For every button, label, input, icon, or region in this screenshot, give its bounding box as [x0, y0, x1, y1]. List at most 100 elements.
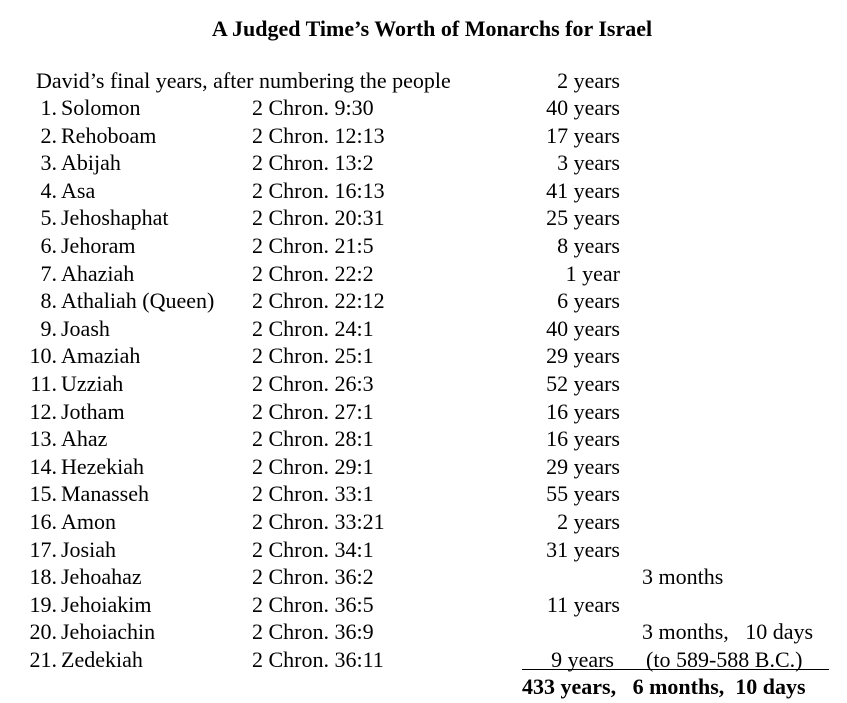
reign-extra: 3 months	[642, 564, 724, 590]
monarch-number: 12.	[29, 398, 58, 424]
monarch-number: 21.	[29, 646, 58, 672]
scripture-reference: 2 Chron. 36:11	[252, 646, 384, 672]
monarch-name: Athaliah (Queen)	[61, 288, 215, 314]
monarch-row: 6. Jehoram 2 Chron. 21:5 8 years	[0, 232, 847, 260]
monarch-number: 2.	[40, 122, 58, 148]
monarch-number: 7.	[40, 260, 58, 286]
monarch-number: 8.	[40, 288, 58, 314]
scripture-reference: 2 Chron. 22:2	[252, 260, 374, 286]
monarch-row: 20. Jehoiachin 2 Chron. 36:9 3 months, 10 d…	[0, 618, 847, 646]
scripture-reference: 2 Chron. 36:2	[252, 564, 374, 590]
intro-row: David’s final years, after numbering the…	[0, 67, 847, 94]
monarch-number: 5.	[40, 205, 58, 231]
scripture-reference: 2 Chron. 13:2	[252, 150, 374, 176]
monarch-name: Jehoshaphat	[61, 205, 169, 231]
monarch-number: 11.	[30, 370, 57, 396]
reign-years: 25 years	[546, 205, 620, 231]
total-rule	[522, 669, 829, 670]
monarch-name: Joash	[61, 315, 110, 341]
monarch-name: Jehoiakim	[61, 591, 152, 617]
monarch-row: 16. Amon 2 Chron. 33:21 2 years	[0, 508, 847, 536]
monarch-row: 4. Asa 2 Chron. 16:13 41 years	[0, 177, 847, 205]
reign-years: 40 years	[546, 315, 620, 341]
intro-text: David’s final years, after numbering the…	[36, 68, 451, 93]
reign-years: 29 years	[546, 343, 620, 369]
monarch-row: 11. Uzziah 2 Chron. 26:3 52 years	[0, 370, 847, 398]
scripture-reference: 2 Chron. 36:5	[252, 591, 374, 617]
monarch-number: 1.	[40, 95, 58, 120]
monarch-row: 18. Jehoahaz 2 Chron. 36:2 3 months	[0, 563, 847, 591]
monarch-name: Amon	[61, 508, 116, 534]
monarch-name: Jehoram	[61, 232, 136, 258]
scripture-reference: 2 Chron. 36:9	[252, 619, 374, 645]
monarch-name: Hezekiah	[61, 453, 145, 479]
monarch-row: 14. Hezekiah 2 Chron. 29:1 29 years	[0, 453, 847, 481]
monarch-name: Ahaziah	[61, 260, 135, 286]
monarch-name: Asa	[61, 177, 96, 203]
scripture-reference: 2 Chron. 28:1	[252, 426, 374, 452]
reign-years: 1 year	[565, 260, 620, 286]
reign-years: 52 years	[546, 370, 620, 396]
monarch-number: 10.	[29, 343, 58, 369]
reign-extra: (to 589-588 B.C.)	[646, 646, 803, 672]
scripture-reference: 2 Chron. 27:1	[252, 398, 374, 424]
monarch-number: 14.	[29, 453, 58, 479]
reign-years: 16 years	[546, 426, 620, 452]
scripture-reference: 2 Chron. 26:3	[252, 370, 374, 396]
monarch-name: Solomon	[61, 95, 141, 120]
scripture-reference: 2 Chron. 9:30	[252, 95, 374, 120]
monarch-row: 12. Jotham 2 Chron. 27:1 16 years	[0, 398, 847, 426]
monarch-row: 15. Manasseh 2 Chron. 33:1 55 years	[0, 480, 847, 508]
reign-years: 2 years	[557, 508, 620, 534]
monarch-name: Uzziah	[61, 370, 124, 396]
monarch-row: 17. Josiah 2 Chron. 34:1 31 years	[0, 536, 847, 564]
monarch-row: 3. Abijah 2 Chron. 13:2 3 years	[0, 149, 847, 177]
monarch-number: 3.	[40, 150, 58, 176]
reign-years: 6 years	[557, 288, 620, 314]
reign-years: 31 years	[546, 536, 620, 562]
monarch-number: 4.	[40, 177, 58, 203]
monarch-number: 17.	[29, 536, 58, 562]
monarch-name: Amaziah	[61, 343, 141, 369]
reign-years: 11 years	[546, 591, 620, 617]
reign-years: 9 years	[551, 646, 614, 672]
reign-years: 41 years	[546, 177, 620, 203]
monarch-row: 21. Zedekiah 2 Chron. 36:11 9 years (to 589-…	[0, 646, 847, 674]
reign-years: 55 years	[546, 481, 620, 507]
monarch-number: 9.	[40, 315, 58, 341]
monarch-row: 19. Jehoiakim 2 Chron. 36:5 11 years	[0, 591, 847, 619]
monarch-name: Abijah	[61, 150, 121, 176]
monarch-row: 1. Solomon 2 Chron. 9:30 40 years	[0, 94, 847, 122]
monarch-name: Jotham	[61, 398, 125, 424]
monarch-row: 7. Ahaziah 2 Chron. 22:2 1 year	[0, 260, 847, 288]
reign-years: 3 years	[557, 150, 620, 176]
scripture-reference: 2 Chron. 33:1	[252, 481, 374, 507]
total-line: 433 years, 6 months, 10 days	[522, 674, 806, 699]
monarch-name: Jehoahaz	[61, 564, 142, 590]
reign-extra: 3 months, 10 days	[642, 619, 814, 645]
page-title: A Judged Time’s Worth of Monarchs for Is…	[211, 16, 653, 41]
monarch-row: 5. Jehoshaphat 2 Chron. 20:31 25 years	[0, 204, 847, 232]
scripture-reference: 2 Chron. 12:13	[252, 122, 385, 148]
scripture-reference: 2 Chron. 33:21	[252, 508, 385, 534]
monarch-list: 1. Solomon 2 Chron. 9:30 40 years 2. Rehoboam…	[0, 94, 847, 673]
monarch-name: Josiah	[61, 536, 116, 562]
scripture-reference: 2 Chron. 20:31	[252, 205, 385, 231]
reign-years: 17 years	[546, 122, 620, 148]
monarch-number: 6.	[40, 232, 58, 258]
monarch-row: 2. Rehoboam 2 Chron. 12:13 17 years	[0, 122, 847, 150]
monarch-row: 8. Athaliah (Queen) 2 Chron. 22:12 6 years	[0, 287, 847, 315]
monarch-number: 20.	[29, 619, 58, 645]
reign-years: 8 years	[557, 232, 620, 258]
scripture-reference: 2 Chron. 21:5	[252, 232, 374, 258]
reign-years: 40 years	[546, 95, 620, 120]
monarch-row: 10. Amaziah 2 Chron. 25:1 29 years	[0, 342, 847, 370]
scripture-reference: 2 Chron. 25:1	[252, 343, 374, 369]
monarch-row: 13. Ahaz 2 Chron. 28:1 16 years	[0, 425, 847, 453]
monarch-number: 18.	[29, 564, 58, 590]
reign-years: 16 years	[546, 398, 620, 424]
monarch-number: 16.	[29, 508, 58, 534]
scripture-reference: 2 Chron. 24:1	[252, 315, 374, 341]
scripture-reference: 2 Chron. 29:1	[252, 453, 374, 479]
scripture-reference: 2 Chron. 22:12	[252, 288, 385, 314]
